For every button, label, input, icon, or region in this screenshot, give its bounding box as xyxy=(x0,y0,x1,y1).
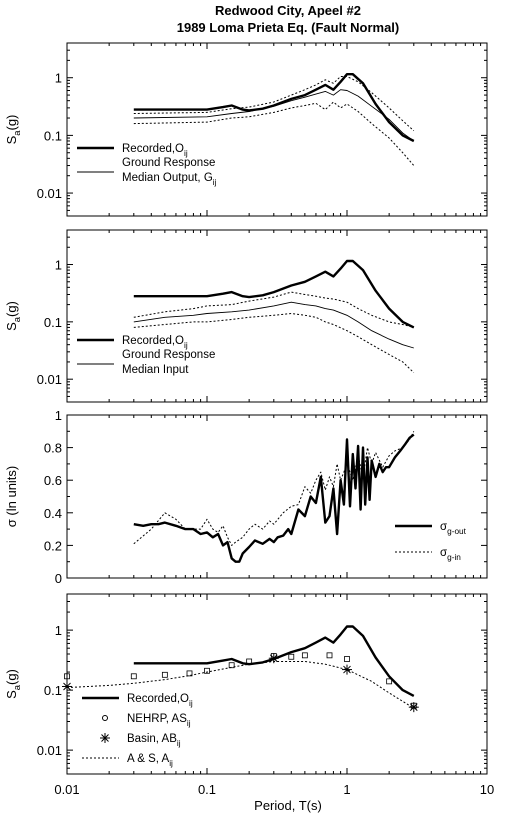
data-point xyxy=(326,652,333,659)
plot-frame xyxy=(66,229,488,403)
y-tick-label: 0.1 xyxy=(44,683,62,698)
legend-label-2: Median Output, Gij xyxy=(122,172,217,187)
data-point xyxy=(62,681,72,692)
legend-item: σg-in xyxy=(395,547,461,562)
y-tick-label: 0.2 xyxy=(44,538,62,553)
y-axis-label: Sa(g) xyxy=(4,115,22,145)
data-point xyxy=(408,702,419,713)
y-tick-label: 0.1 xyxy=(44,315,62,330)
legend-label: σg-out xyxy=(440,521,467,536)
chart-title-line1: Redwood City, Apeel #2 xyxy=(215,3,361,18)
x-tick-label: 0.01 xyxy=(54,782,79,797)
y-tick-label: 1 xyxy=(55,71,62,86)
legend-item: A & S, Aij xyxy=(82,753,173,768)
series-sigma_out-line xyxy=(133,433,415,563)
series-as_model-line xyxy=(66,661,415,709)
series-basin xyxy=(62,653,419,713)
data-point xyxy=(301,652,308,659)
series-median-line xyxy=(133,89,415,142)
x-tick-label: 10 xyxy=(480,782,494,797)
data-point xyxy=(344,656,350,662)
y-tick-label: 0.8 xyxy=(44,441,62,456)
legend-label: σg-in xyxy=(440,547,461,562)
legend-item: NEHRP, ASij xyxy=(102,713,191,728)
legend-marker xyxy=(100,733,110,743)
panel-d: 0.01 0.1 1 Sa(g) Recorded,Oij NEHRP, ASij Basi… xyxy=(4,593,494,797)
x-axis-label: Period, T(s) xyxy=(254,798,322,813)
legend-marker xyxy=(102,715,108,721)
data-point xyxy=(130,673,137,680)
y-axis-label: Sa(g) xyxy=(4,669,22,699)
data-point xyxy=(161,671,168,678)
data-point xyxy=(246,658,253,665)
y-tick-label: 0.01 xyxy=(37,372,62,387)
legend-label-2: Median Input xyxy=(122,364,189,376)
data-point xyxy=(204,667,210,674)
series-recorded-line xyxy=(133,259,415,329)
legend-label: Recorded,Oij xyxy=(127,693,193,708)
legend-label: A & S, Aij xyxy=(127,753,173,768)
legend-item: Recorded,Oij xyxy=(77,335,188,350)
x-tick-label: 0.1 xyxy=(198,782,216,797)
legend-label: Ground Response xyxy=(122,349,215,361)
legend-item: Ground Response Median Output, Gij xyxy=(77,157,217,187)
y-tick-label: 0.01 xyxy=(37,743,62,758)
x-tick-label: 1 xyxy=(343,782,350,797)
data-point xyxy=(386,678,393,685)
data-point xyxy=(228,662,235,669)
y-tick-label: 1 xyxy=(55,258,62,273)
series-median-line xyxy=(133,301,414,349)
series-lower-line xyxy=(133,313,415,374)
legend-item: Ground Response Median Input xyxy=(77,349,215,376)
legend-item: Recorded,Oij xyxy=(82,693,193,708)
y-axis-label: σ (ln units) xyxy=(4,466,19,527)
legend-item: σg-out xyxy=(395,521,467,536)
y-tick-label: 0.01 xyxy=(37,186,62,201)
legend-label: NEHRP, ASij xyxy=(127,713,191,728)
legend-label: Recorded,Oij xyxy=(122,335,188,350)
series-sigma_in-line xyxy=(133,431,415,546)
y-tick-label: 1 xyxy=(55,623,62,638)
legend-label: Basin, ABij xyxy=(127,733,181,748)
legend-label: Ground Response xyxy=(122,157,215,169)
legend-item: Recorded,Oij xyxy=(77,143,188,158)
plot-frame xyxy=(66,414,488,579)
y-tick-label: 0.1 xyxy=(44,128,62,143)
y-axis-label: Sa(g) xyxy=(4,301,22,331)
data-point xyxy=(186,670,193,677)
legend-item: Basin, ABij xyxy=(100,733,181,748)
data-point xyxy=(268,653,279,664)
plot-frame xyxy=(66,42,488,217)
series-lower-line xyxy=(133,101,415,166)
y-tick-label: 0.6 xyxy=(44,473,62,488)
legend-label: Recorded,Oij xyxy=(122,143,188,158)
panel-c: 0 0.2 0.4 0.6 0.8 1 σ (ln units) σg-out σg-in xyxy=(4,408,488,586)
y-tick-label: 0 xyxy=(55,571,62,586)
data-point xyxy=(64,673,70,680)
data-point xyxy=(342,664,352,675)
plot-frame xyxy=(66,593,488,775)
y-tick-label: 1 xyxy=(55,408,62,423)
series-upper-line xyxy=(133,76,415,132)
series-recorded-line xyxy=(133,625,415,697)
data-point xyxy=(288,653,295,660)
y-tick-label: 0.4 xyxy=(44,506,62,521)
series-recorded-line xyxy=(133,72,415,143)
chart-title-line2: 1989 Loma Prieta Eq. (Fault Normal) xyxy=(177,20,400,35)
